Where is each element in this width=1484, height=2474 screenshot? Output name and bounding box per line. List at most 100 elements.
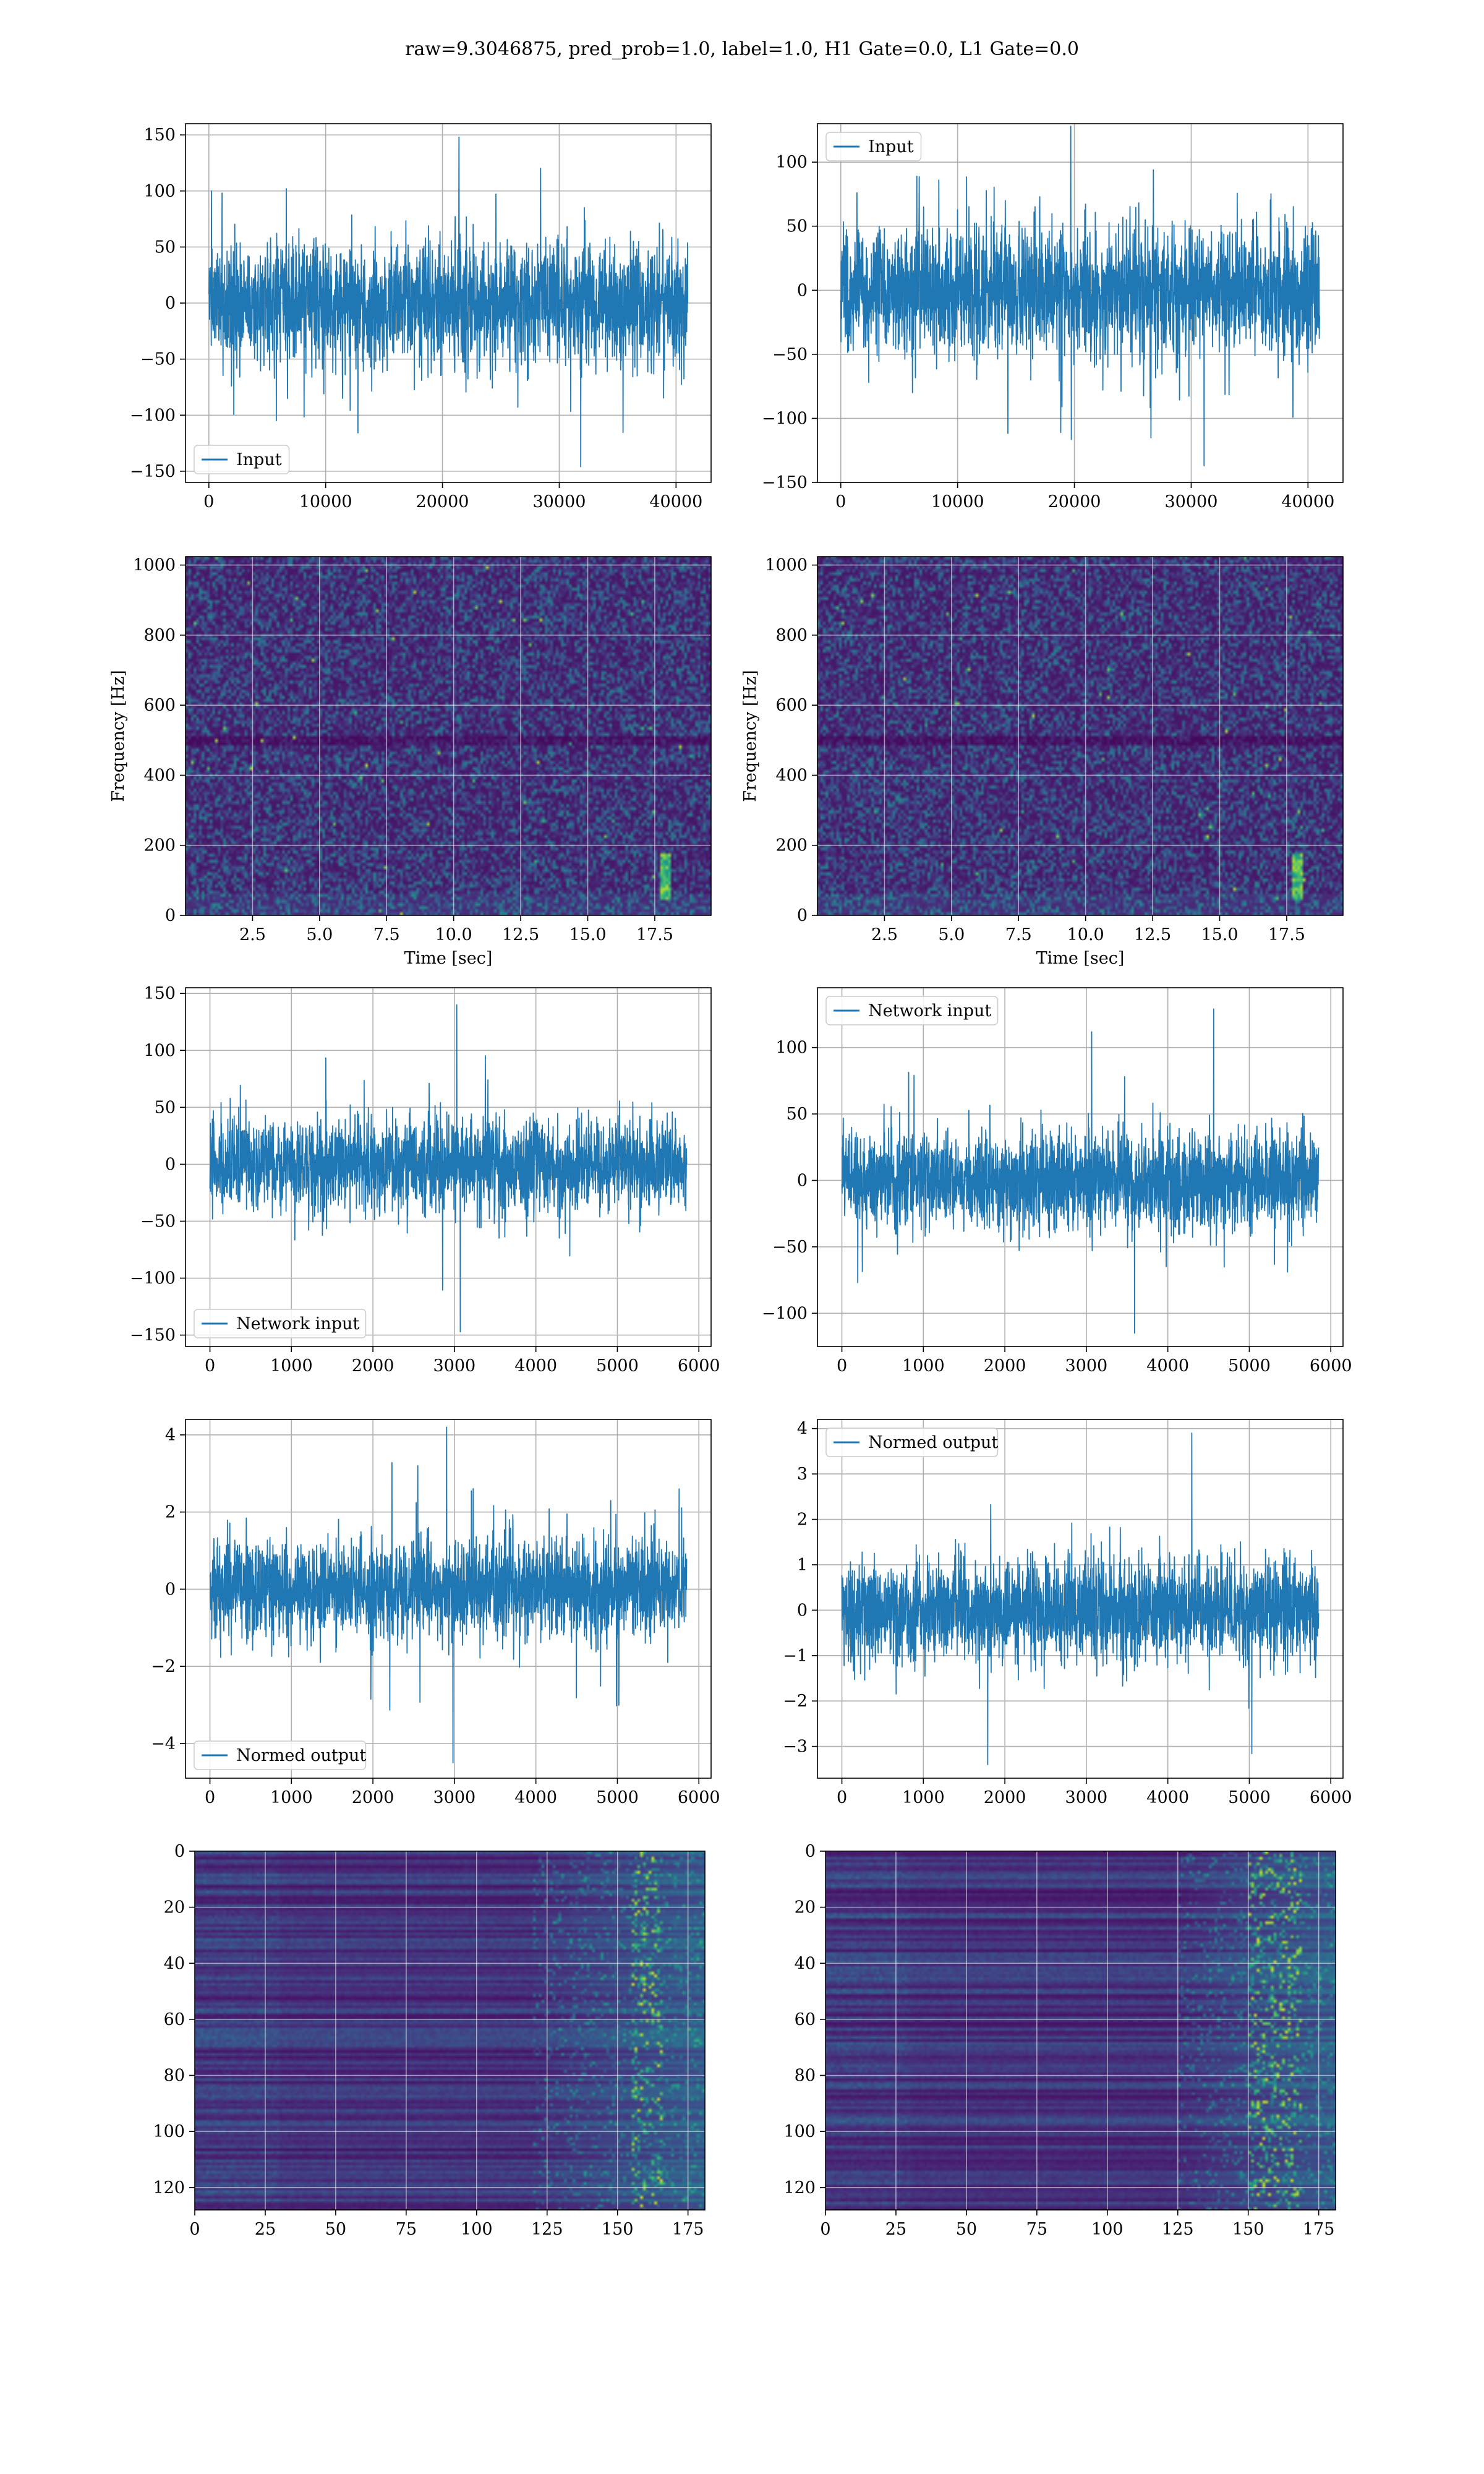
legend-label: Normed output: [236, 1746, 366, 1765]
y-tick-label: 0: [165, 906, 176, 925]
x-tick-label: 4000: [514, 1356, 557, 1376]
y-tick-label: 0: [165, 1580, 176, 1599]
x-tick-label: 4000: [514, 1788, 557, 1807]
y-tick-label: 40: [164, 1954, 185, 1973]
y-tick-label: 0: [174, 1842, 185, 1861]
y-tick-label: 1: [797, 1556, 808, 1575]
y-tick-label: 100: [775, 153, 808, 172]
x-tick-label: 4000: [1146, 1788, 1189, 1807]
x-tick-label: 0: [837, 1788, 847, 1807]
legend-box: [194, 1740, 367, 1770]
axes-frame: [825, 1851, 1336, 2211]
axes-frame: [185, 1419, 712, 1779]
x-tick-label: 2.5: [239, 925, 266, 944]
x-tick-label: 40000: [1281, 492, 1334, 511]
feature-map-image: [825, 1851, 1336, 2210]
x-tick-label: 0: [189, 2220, 200, 2239]
y-tick-label: −100: [762, 409, 808, 428]
legend-label: Network input: [236, 1314, 359, 1333]
y-tick-label: 0: [797, 281, 808, 300]
axes-frame: [817, 123, 1344, 483]
legend-box: [194, 1309, 367, 1338]
x-tick-label: 175: [1303, 2220, 1335, 2239]
y-tick-label: 600: [143, 696, 176, 715]
y-tick-label: 600: [775, 696, 808, 715]
y-tick-label: −100: [762, 1304, 808, 1323]
chart-network-input-right: 0 1000 2000 3000 4000 5000 6000 −100 −50 0 50 100 Ne…: [762, 987, 1352, 1376]
y-tick-label: 60: [795, 2010, 816, 2029]
x-tick-label: 1000: [902, 1788, 945, 1807]
x-tick-label: 7.5: [1005, 925, 1032, 944]
x-tick-label: 2000: [984, 1356, 1026, 1376]
y-tick-label: −50: [140, 1212, 176, 1231]
y-tick-label: 40: [795, 1954, 816, 1973]
series-line: [209, 1426, 688, 1763]
x-tick-label: 7.5: [373, 925, 400, 944]
y-tick-label: 1000: [765, 556, 808, 575]
y-axis-label: Frequency [Hz]: [741, 670, 760, 802]
x-tick-label: 6000: [678, 1356, 720, 1376]
x-tick-label: 30000: [532, 492, 586, 511]
x-tick-label: 175: [672, 2220, 704, 2239]
legend-box: [825, 132, 922, 161]
x-tick-label: 75: [1026, 2220, 1047, 2239]
x-tick-label: 6000: [1310, 1356, 1352, 1376]
y-tick-label: 400: [775, 766, 808, 785]
y-tick-label: 150: [143, 126, 176, 145]
x-tick-label: 12.5: [502, 925, 539, 944]
y-tick-label: 0: [805, 1842, 816, 1861]
x-tick-label: 12.5: [1134, 925, 1171, 944]
x-tick-label: 0: [835, 492, 846, 511]
feature-map-image: [195, 1851, 705, 2210]
x-tick-label: 10000: [299, 492, 352, 511]
x-tick-label: 20000: [1048, 492, 1101, 511]
chart-input-right: 0 10000 20000 30000 40000 −150 −100 −50 0 50 100 In…: [762, 123, 1344, 511]
y-tick-label: −2: [151, 1657, 176, 1676]
x-tick-label: 1000: [902, 1356, 945, 1376]
y-tick-label: −100: [130, 1269, 176, 1288]
legend: Normed output: [194, 1740, 367, 1770]
y-tick-label: 60: [164, 2010, 185, 2029]
x-tick-label: 6000: [678, 1788, 720, 1807]
x-tick-label: 100: [1091, 2220, 1124, 2239]
y-tick-label: 100: [783, 2122, 816, 2141]
y-tick-label: 4: [797, 1419, 808, 1439]
x-tick-label: 3000: [1065, 1356, 1108, 1376]
x-tick-label: 0: [820, 2220, 830, 2239]
y-tick-label: 20: [795, 1898, 816, 1917]
y-axis-label: Frequency [Hz]: [109, 670, 128, 802]
axes-frame: [194, 1851, 706, 2211]
y-tick-label: 50: [155, 238, 176, 257]
chart-spectrogram-right: 2.5 5.0 7.5 10.0 12.5 15.0 17.5 0 200 400 600 800 10…: [741, 556, 1344, 968]
x-tick-label: 15.0: [1201, 925, 1238, 944]
y-tick-label: 0: [797, 906, 808, 925]
legend-label: Normed output: [868, 1433, 998, 1452]
x-tick-label: 150: [602, 2220, 634, 2239]
y-tick-label: −50: [772, 1238, 808, 1257]
x-tick-label: 5000: [596, 1788, 639, 1807]
y-tick-label: 100: [143, 182, 176, 201]
x-tick-label: 5.0: [306, 925, 333, 944]
legend: Normed output: [825, 1427, 999, 1457]
x-tick-label: 5000: [1228, 1356, 1271, 1376]
legend-box: [194, 445, 290, 474]
series-line: [841, 1008, 1320, 1334]
x-axis-label: Time [sec]: [404, 949, 493, 968]
legend: Network input: [194, 1309, 367, 1338]
legend: Network input: [825, 996, 999, 1025]
x-tick-label: 1000: [270, 1356, 313, 1376]
legend-box: [825, 1427, 999, 1457]
x-tick-label: 0: [205, 1788, 215, 1807]
chart-input-left: 0 10000 20000 30000 40000 −150 −100 −50 0 50 100 15…: [130, 123, 712, 511]
y-tick-label: −1: [783, 1646, 808, 1666]
chart-features-left: 0 25 50 75 100 125 150 175 0 20 40 60 80 100 120: [153, 1842, 706, 2239]
x-tick-label: 100: [461, 2220, 493, 2239]
x-tick-label: 0: [837, 1356, 847, 1376]
y-tick-label: 20: [164, 1898, 185, 1917]
y-tick-label: −150: [130, 1326, 176, 1345]
x-tick-label: 6000: [1310, 1788, 1352, 1807]
x-tick-label: 30000: [1164, 492, 1217, 511]
y-tick-label: 100: [143, 1041, 176, 1060]
axes-frame: [817, 1419, 1344, 1779]
x-tick-label: 5000: [596, 1356, 639, 1376]
